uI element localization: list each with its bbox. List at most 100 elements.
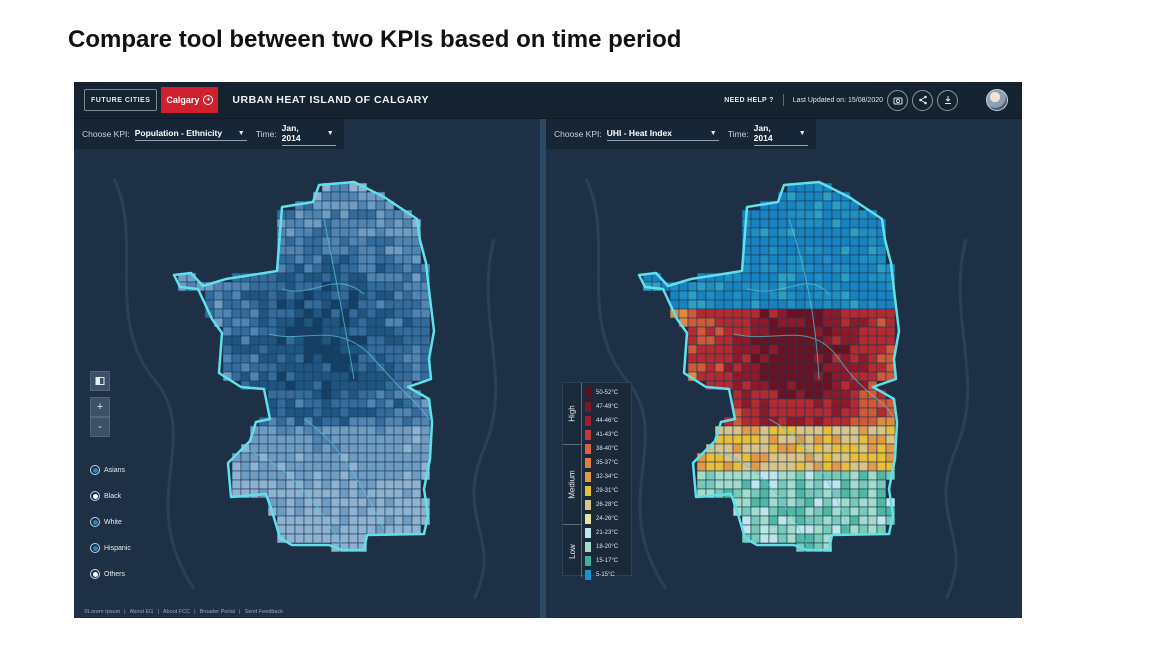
slide-title: Compare tool between two KPIs based on t… [68, 26, 682, 53]
right-kpi-value: UHI - Heat Index [606, 128, 672, 138]
share-icon[interactable] [912, 89, 933, 111]
legend-label: 47-49°C [596, 404, 619, 410]
legend-label: 5-15°C [596, 572, 615, 578]
legend-swatch [585, 458, 591, 468]
legend-swatch [585, 388, 591, 398]
legend-swatch [585, 542, 591, 552]
right-kpi-select[interactable]: UHI - Heat Index ▼ [606, 127, 719, 141]
calgary-logo-text: Calgary [166, 95, 200, 105]
legend-row: 38-40°C [585, 442, 618, 456]
legend-level-medium: Medium [563, 445, 582, 525]
future-cities-logo[interactable]: FUTURE CITIES [84, 89, 158, 111]
footer-separator: | [239, 609, 241, 615]
footer-separator: | [194, 609, 196, 615]
left-time-select[interactable]: Jan, 2014 ▼ [281, 122, 336, 146]
legend-level-high: High [563, 383, 582, 445]
population-ethnicity-map[interactable] [74, 119, 540, 618]
legend-row: 35-37°C [585, 456, 618, 470]
footer-link[interactable]: ©Lorem Ipsum [84, 609, 121, 615]
legend-swatch [585, 402, 591, 412]
left-time-value: Jan, 2014 [281, 123, 301, 143]
legend-label: 26-28°C [596, 502, 619, 508]
legend-row: 50-52°C [585, 386, 618, 400]
legend-swatch [585, 430, 591, 440]
right-kpi-bar: Choose KPI: UHI - Heat Index ▼ Time: Jan… [546, 119, 816, 149]
legend-swatch [585, 528, 591, 538]
left-kpi-value: Population - Ethnicity [134, 128, 223, 138]
right-time-select[interactable]: Jan, 2014 ▼ [753, 122, 808, 146]
left-kpi-select[interactable]: Population - Ethnicity ▼ [134, 127, 247, 141]
ethnicity-option-white[interactable]: White [90, 509, 131, 535]
ethnicity-label: Others [104, 570, 126, 578]
legend-row: 15-17°C [585, 554, 618, 568]
heat-index-map[interactable] [546, 119, 1022, 618]
chevron-down-icon: ▼ [709, 129, 717, 137]
ethnicity-option-hispanic[interactable]: Hispanic [90, 535, 131, 561]
app-window: FUTURE CITIES Calgary ✦ URBAN HEAT ISLAN… [74, 82, 1022, 618]
ethnicity-option-others[interactable]: Others [90, 561, 131, 587]
footer-link[interactable]: Broader Portal [199, 609, 236, 615]
legend-label: 15-17°C [596, 558, 619, 564]
legend-row: 5-15°C [585, 568, 618, 582]
legend-row: 41-43°C [585, 428, 618, 442]
legend-row: 47-49°C [585, 400, 618, 414]
app-title: URBAN HEAT ISLAND OF CALGARY [232, 94, 429, 106]
left-time-label: Time: [255, 129, 277, 139]
legend-swatch [585, 472, 591, 482]
legend-label: 24-26°C [596, 516, 619, 522]
left-kpi-label: Choose KPI: [82, 129, 130, 139]
footer-link[interactable]: About FCC [162, 609, 191, 615]
compare-divider-handle[interactable] [540, 119, 546, 618]
left-map-panel: Choose KPI: Population - Ethnicity ▼ Tim… [74, 119, 540, 618]
right-kpi-label: Choose KPI: [554, 129, 602, 139]
right-time-value: Jan, 2014 [753, 123, 773, 143]
right-time-label: Time: [727, 129, 749, 139]
chevron-down-icon: ▼ [798, 129, 806, 137]
need-help-link[interactable]: NEED HELP ? [724, 96, 774, 104]
calgary-seal-icon: ✦ [203, 95, 214, 105]
legend-row: 44-46°C [585, 414, 618, 428]
radio-icon[interactable] [90, 491, 100, 501]
legend-rows: 50-52°C 47-49°C 44-46°C 41-43°C 38-40°C 35-37… [585, 386, 618, 582]
legend-row: 21-23°C [585, 526, 618, 540]
ethnicity-label: White [104, 518, 122, 526]
legend-label: 32-34°C [596, 474, 619, 480]
legend-row: 26-28°C [585, 498, 618, 512]
ethnicity-label: Black [104, 492, 122, 500]
legend-swatch [585, 500, 591, 510]
zoom-out-button[interactable]: - [90, 417, 110, 437]
legend-row: 32-34°C [585, 470, 618, 484]
ethnicity-label: Hispanic [104, 544, 131, 552]
ethnicity-label: Asians [104, 466, 126, 474]
legend-label: 21-23°C [596, 530, 619, 536]
footer-link[interactable]: About EG [129, 609, 154, 615]
right-map-panel: Choose KPI: UHI - Heat Index ▼ Time: Jan… [546, 119, 1022, 618]
legend-row: 24-26°C [585, 512, 618, 526]
radio-icon[interactable] [90, 465, 100, 475]
top-bar: FUTURE CITIES Calgary ✦ URBAN HEAT ISLAN… [74, 82, 1022, 119]
legend-label: 18-20°C [596, 544, 619, 550]
radio-icon[interactable] [90, 543, 100, 553]
legend-levels: High Medium Low [563, 383, 582, 577]
footer-link[interactable]: Send Feedback [244, 609, 283, 615]
legend-label: 29-31°C [596, 488, 619, 494]
camera-icon[interactable] [887, 89, 908, 111]
footer-separator: | [124, 609, 126, 615]
layers-icon[interactable] [90, 371, 110, 391]
user-avatar[interactable] [986, 89, 1008, 111]
zoom-in-button[interactable]: + [90, 397, 110, 417]
ethnicity-option-asians[interactable]: Asians [90, 457, 131, 483]
ethnicity-option-black[interactable]: Black [90, 483, 131, 509]
legend-swatch [585, 556, 591, 566]
legend-label: 50-52°C [596, 390, 619, 396]
legend-swatch [585, 444, 591, 454]
legend-level-low: Low [568, 543, 577, 559]
radio-icon[interactable] [90, 569, 100, 579]
legend-row: 18-20°C [585, 540, 618, 554]
download-icon[interactable] [937, 89, 958, 111]
ethnicity-filter: Asians Black White Hispanic Others [90, 457, 131, 587]
legend-swatch [585, 514, 591, 524]
legend-swatch [585, 486, 591, 496]
legend-swatch [585, 570, 591, 580]
radio-icon[interactable] [90, 517, 100, 527]
